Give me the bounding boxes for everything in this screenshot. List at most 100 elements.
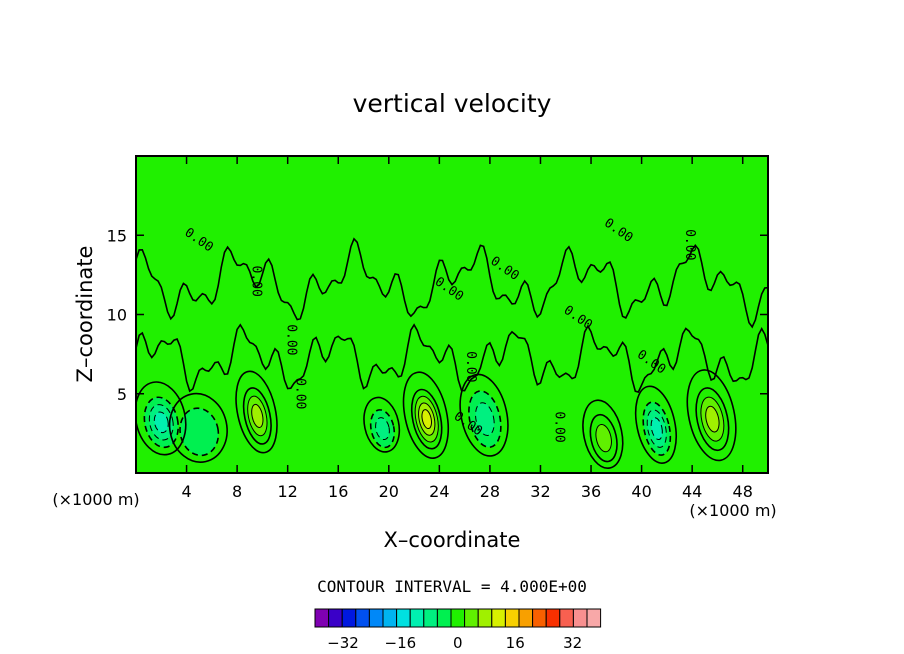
contour-line: [148, 404, 174, 441]
x-tick-label: 36: [581, 482, 601, 501]
x-tick-label: 4: [181, 482, 191, 501]
contour-line: [468, 390, 502, 448]
contour-line: [179, 407, 220, 457]
contour-fill: [651, 417, 663, 440]
colorbar-swatch: [504, 608, 520, 628]
contour-fill: [421, 409, 432, 429]
colorbar-swatch: [464, 608, 479, 628]
colorbar-swatch: [314, 608, 330, 628]
contour-fill: [475, 402, 495, 436]
colorbar-swatch: [518, 608, 534, 628]
contour-label: 0.00: [463, 351, 478, 382]
zero-contour-cell: [235, 370, 278, 454]
x-axis-label: X–coordinate: [384, 528, 521, 552]
x-axis: 4 8 12 16 20 24 28 32 36 40 44 48: [181, 156, 753, 501]
x-tick-label: 12: [278, 482, 298, 501]
y-axis: 5 10 15: [107, 226, 768, 404]
x-tick-label: 48: [733, 482, 753, 501]
x-tick-label: 44: [682, 482, 702, 501]
colorbar-swatch: [559, 608, 574, 628]
contour-label: 0.00: [682, 229, 697, 260]
contour-line: [650, 417, 663, 441]
chart-title: vertical velocity: [353, 89, 552, 118]
colorbar-swatch: [545, 608, 561, 628]
contour-line: [247, 395, 268, 437]
contour-fill: [180, 408, 219, 456]
colorbar-tick-label: −32: [327, 634, 359, 652]
colorbar-swatch: [532, 608, 547, 628]
contour-line: [143, 396, 179, 449]
contour-fill: [705, 406, 720, 432]
contour-interval-note: CONTOUR INTERVAL = 4.000E+00: [317, 577, 587, 596]
x-tick-label: 32: [530, 482, 550, 501]
colorbar-swatch: [355, 608, 370, 628]
y-tick-label: 10: [107, 306, 127, 325]
colorbar-swatch: [450, 608, 466, 628]
contour-line: [251, 403, 264, 428]
colorbar-swatch: [436, 608, 452, 628]
x-tick-label: 16: [328, 482, 348, 501]
contour-line: [418, 402, 436, 436]
contour-line: [700, 396, 725, 442]
contour-fill: [375, 417, 390, 440]
zero-contour-upper: [136, 237, 768, 329]
contour-line: [475, 402, 495, 436]
contour-line: [375, 417, 390, 441]
x-tick-label: 24: [429, 482, 449, 501]
zero-contour-lower: [136, 323, 768, 393]
contour-fill: [251, 404, 263, 428]
contour-line: [421, 409, 432, 430]
contour-line: [705, 405, 720, 433]
zero-contour-cell: [582, 399, 624, 469]
colorbar-swatch: [396, 608, 411, 628]
colorbar-swatch: [368, 608, 384, 628]
colorbar-swatch: [328, 608, 343, 628]
x-tick-label: 8: [232, 482, 242, 501]
colorbar-swatch: [477, 608, 493, 628]
contour-line: [646, 409, 667, 448]
contour-fill: [154, 411, 169, 433]
zero-contour-cell: [363, 396, 401, 453]
colorbar-swatch: [586, 608, 602, 628]
contour-label: 0.00: [248, 266, 263, 297]
contour-field: [144, 387, 729, 462]
zero-contour-cell: [686, 369, 737, 462]
colorbar-swatch: [423, 608, 438, 628]
colorbar-swatch: [572, 608, 588, 628]
contour-line: [242, 387, 272, 445]
colorbar-tick-label: −16: [385, 634, 417, 652]
colorbar-swatch: [341, 608, 357, 628]
x-multiplier-left: (×1000 m): [52, 490, 139, 509]
contour-label: 0.00: [552, 411, 567, 442]
y-axis-label: Z–coordinate: [73, 246, 97, 383]
plot-background: [136, 156, 768, 473]
contour-label: 0.00: [293, 378, 308, 409]
contour-fill: [595, 424, 612, 452]
zero-contour-cell: [634, 385, 677, 464]
colorbar-tick-label: 32: [563, 634, 582, 652]
x-tick-label: 28: [480, 482, 500, 501]
contour-line: [153, 411, 169, 434]
contour-lines: [136, 237, 768, 469]
x-tick-label: 20: [379, 482, 399, 501]
contour-line: [695, 387, 730, 452]
contour-line: [410, 388, 443, 450]
y-tick-label: 5: [117, 385, 127, 404]
zero-contour-cell: [168, 392, 228, 463]
contour-line: [369, 409, 396, 449]
colorbar-swatch: [409, 608, 425, 628]
x-multiplier-right: (×1000 m): [689, 501, 776, 520]
contour-line: [414, 395, 439, 443]
contour-label: 0.00: [284, 324, 299, 355]
zero-contour-cell: [402, 371, 450, 459]
colorbar-ticks: −32 −16 0 16 32: [327, 634, 582, 652]
colorbar-swatch: [491, 608, 506, 628]
zero-contour-cell: [459, 373, 509, 457]
contour-line: [595, 423, 612, 453]
y-tick-label: 15: [107, 226, 127, 245]
colorbar-tick-label: 16: [506, 634, 525, 652]
colorbar: [314, 608, 602, 628]
contour-line: [589, 413, 618, 463]
